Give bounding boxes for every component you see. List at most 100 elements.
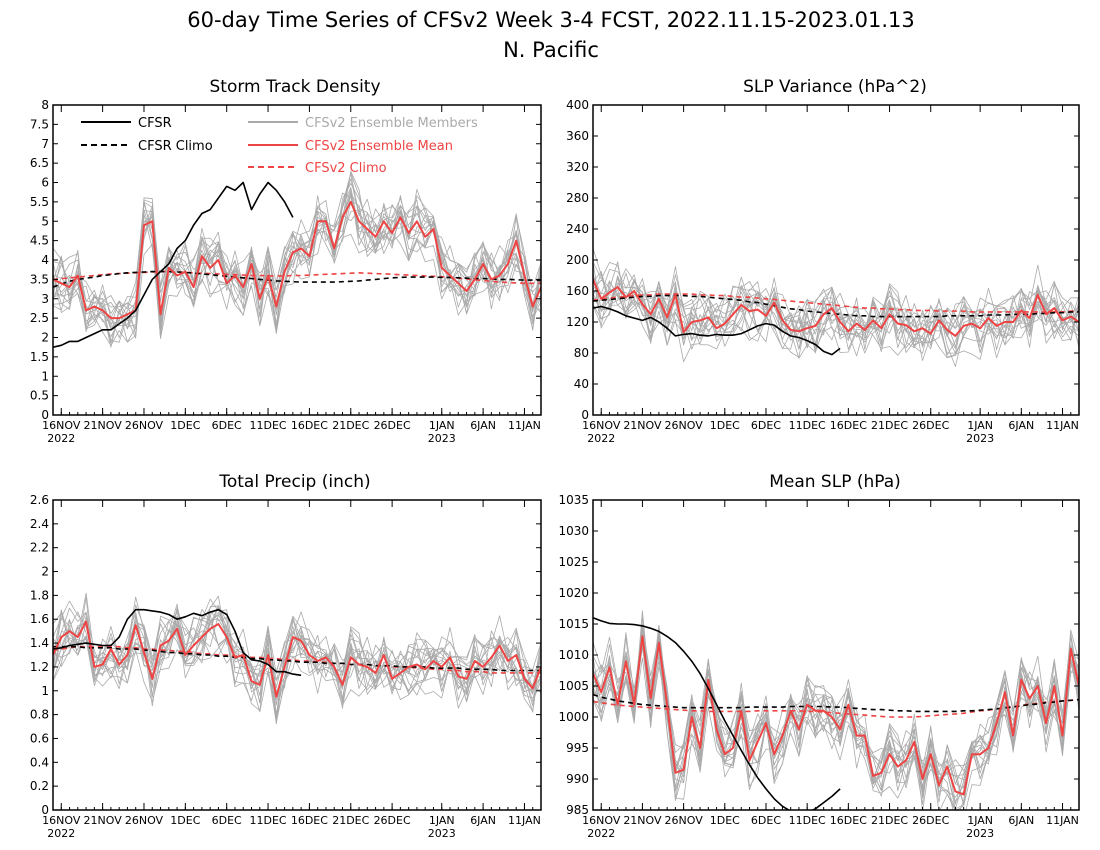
- x-tick-label: 16DEC: [291, 814, 328, 827]
- ensemble-member-line: [593, 276, 1079, 354]
- y-tick-label: 7.5: [30, 117, 49, 131]
- cfsv2-climo-line: [53, 645, 541, 674]
- plot-frame: [592, 104, 1080, 416]
- ensemble-member-line: [53, 191, 541, 343]
- x-tick-label: 11JAN: [1046, 419, 1079, 432]
- x-tick-label: 21NOV: [623, 814, 662, 827]
- y-tick-label: 2.4: [30, 517, 49, 531]
- y-tick-label: 7: [41, 137, 49, 151]
- y-tick-label: 320: [566, 160, 589, 174]
- x-year-label: 2022: [47, 432, 75, 445]
- ensemble-member-line: [593, 654, 1079, 810]
- y-tick-label: 5: [41, 214, 49, 228]
- y-tick-label: 1.5: [30, 350, 49, 364]
- y-tick-label: 1: [41, 684, 49, 698]
- x-year-label: 2023: [966, 432, 994, 445]
- panel-storm-track-density: Storm Track Density 0 0.5 1 1.5 2 2.5 3 3.5 4 4.5…: [30, 77, 542, 445]
- ensemble-member-line: [53, 205, 541, 346]
- y-tick-label: 2.6: [30, 493, 49, 507]
- ensemble-member-line: [53, 200, 541, 339]
- panel-title: Storm Track Density: [209, 77, 380, 97]
- panel-title: Mean SLP (hPa): [769, 472, 901, 492]
- y-tick-label: 120: [566, 315, 589, 329]
- y-tick-label: 6.5: [30, 156, 49, 170]
- plot-area: [53, 170, 541, 348]
- x-tick-label: 26NOV: [125, 419, 164, 432]
- x-tick-label: 26NOV: [125, 814, 164, 827]
- plot-area: [593, 610, 1079, 810]
- y-tick-label: 990: [566, 772, 589, 786]
- x-tick-label: 26DEC: [912, 814, 949, 827]
- panel-title: SLP Variance (hPa^2): [743, 77, 927, 97]
- x-tick-label: 21NOV: [623, 419, 662, 432]
- x-tick-label: 21NOV: [84, 814, 123, 827]
- cfsr-line: [53, 608, 302, 677]
- y-tick-label: 0: [581, 408, 589, 422]
- y-tick-label: 1.6: [30, 612, 49, 626]
- y-tick-label: 8: [41, 98, 49, 112]
- y-tick-label: 1: [41, 369, 49, 383]
- y-tick-label: 1020: [558, 586, 589, 600]
- y-tick-label: 1.4: [30, 636, 49, 650]
- x-tick-label: 11JAN: [508, 814, 541, 827]
- ensemble-mean-line: [593, 635, 1079, 796]
- y-tick-label: 1025: [558, 555, 589, 569]
- y-tick-label: 2: [41, 565, 49, 579]
- x-tick-label: 16DEC: [291, 419, 328, 432]
- x-tick-label: 16NOV: [582, 814, 621, 827]
- y-tick-label: 0: [41, 408, 49, 422]
- x-tick-label: 11DEC: [789, 419, 826, 432]
- panel-title: Total Precip (inch): [218, 472, 370, 492]
- y-tick-label: 1.8: [30, 588, 49, 602]
- legend-ens-mean-label: CFSv2 Ensemble Mean: [305, 139, 453, 154]
- y-tick-label: 1.2: [30, 660, 49, 674]
- y-tick-label: 5.5: [30, 195, 49, 209]
- x-tick-label: 16NOV: [582, 419, 621, 432]
- ensemble-member-line: [53, 178, 541, 331]
- y-tick-label: 0.4: [30, 755, 49, 769]
- ensemble-member-line: [593, 262, 1079, 348]
- ensemble-member-line: [593, 280, 1079, 367]
- plot-frame: [592, 499, 1080, 811]
- panel-slp-variance: SLP Variance (hPa^2) 0 40 80 120 160 200 240 28…: [566, 77, 1080, 445]
- ensemble-mean-line: [53, 620, 541, 698]
- x-tick-label: 26NOV: [665, 419, 704, 432]
- cfsr-climo-line: [53, 270, 541, 288]
- panel-mean-slp: Mean SLP (hPa) 985 990 995 1000 1005 1010 1015…: [558, 472, 1080, 840]
- y-tick-label: 2.5: [30, 311, 49, 325]
- x-tick-label: 1JAN: [967, 419, 993, 432]
- y-tick-label: 4.5: [30, 234, 49, 248]
- x-year-label: 2022: [587, 827, 615, 840]
- x-tick-label: 11DEC: [789, 814, 826, 827]
- y-tick-label: 985: [566, 803, 589, 817]
- x-tick-label: 6DEC: [751, 419, 781, 432]
- y-tick-label: 400: [566, 98, 589, 112]
- y-tick-label: 1000: [558, 710, 589, 724]
- ensemble-member-line: [593, 280, 1079, 356]
- y-tick-label: 0.6: [30, 731, 49, 745]
- legend: CFSR CFSR Climo CFSv2 Ensemble Members C…: [81, 116, 478, 176]
- x-tick-label: 1JAN: [429, 419, 455, 432]
- plot-frame: [52, 499, 542, 811]
- y-tick-label: 80: [574, 346, 589, 360]
- legend-members-label: CFSv2 Ensemble Members: [305, 116, 478, 131]
- x-year-label: 2022: [47, 827, 75, 840]
- ensemble-member-line: [53, 607, 541, 717]
- x-tick-label: 16DEC: [830, 814, 867, 827]
- x-tick-label: 21DEC: [871, 814, 908, 827]
- y-tick-label: 360: [566, 129, 589, 143]
- x-tick-label: 21DEC: [871, 419, 908, 432]
- x-tick-label: 1DEC: [710, 814, 740, 827]
- x-tick-label: 16NOV: [42, 814, 81, 827]
- y-tick-label: 160: [566, 284, 589, 298]
- ensemble-member-line: [53, 609, 541, 712]
- x-tick-label: 6DEC: [212, 814, 242, 827]
- x-tick-label: 6DEC: [212, 419, 242, 432]
- legend-cfsr-climo-label: CFSR Climo: [138, 139, 213, 154]
- x-tick-label: 11JAN: [508, 419, 541, 432]
- y-tick-label: 280: [566, 191, 589, 205]
- cfsr-line: [593, 617, 841, 810]
- ensemble-member-line: [53, 612, 541, 719]
- figure-subtitle: N. Pacific: [503, 38, 599, 62]
- x-tick-label: 26DEC: [374, 814, 411, 827]
